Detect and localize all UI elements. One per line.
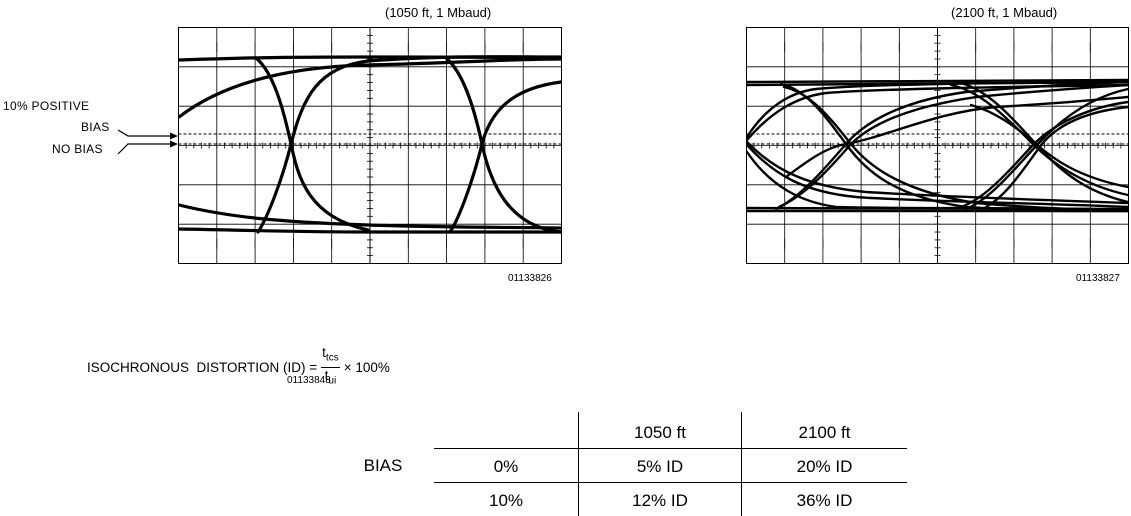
table-divider-1 bbox=[578, 412, 579, 516]
positive-bias-label-line2: BIAS bbox=[81, 120, 110, 134]
trace-rise-2 bbox=[448, 80, 562, 234]
scope-left-traces bbox=[178, 55, 562, 234]
formula-lhs: ISOCHRONOUS DISTORTION (ID) = bbox=[87, 359, 318, 375]
scope-right-traces bbox=[746, 78, 1129, 213]
cell-0-2100: 20% ID bbox=[796, 457, 853, 476]
scope-right-eye-diagram bbox=[746, 27, 1129, 264]
table-header-rule bbox=[434, 448, 907, 449]
cell-0-1050: 5% ID bbox=[636, 457, 684, 476]
trace-decay-2 bbox=[178, 203, 562, 230]
scope-right-figure-id: 01133827 bbox=[1076, 273, 1120, 284]
formula-rhs: × 100% bbox=[343, 359, 390, 375]
bias-arrows bbox=[117, 129, 178, 155]
col-header-1050: 1050 ft bbox=[634, 423, 686, 442]
no-bias-arrow-icon bbox=[117, 143, 176, 155]
formula-fraction: ttcs tui bbox=[321, 346, 340, 388]
row-group-bias-label: BIAS bbox=[363, 456, 403, 475]
formula-numerator: ttcs bbox=[321, 346, 340, 368]
positive-bias-label-line1: 10% POSITIVE bbox=[3, 99, 90, 113]
cell-1-1050: 12% ID bbox=[632, 491, 688, 510]
scope-left-title: (1050 ft, 1 Mbaud) bbox=[385, 5, 492, 20]
row-bias-0: 0% bbox=[493, 457, 519, 476]
cell-1-2100: 36% ID bbox=[796, 491, 853, 510]
formula-figure-id: 01133848 bbox=[287, 375, 331, 386]
scope-left-eye-diagram bbox=[178, 27, 562, 264]
trace-decay-1 bbox=[178, 57, 562, 119]
trace-bottom-rail bbox=[178, 227, 562, 234]
scope-right-title: (2100 ft, 1 Mbaud) bbox=[951, 5, 1058, 20]
positive-bias-arrow-icon bbox=[117, 129, 176, 137]
col-header-2100: 2100 ft bbox=[798, 423, 851, 442]
isochronous-distortion-formula: ISOCHRONOUS DISTORTION (ID) = ttcs tui ×… bbox=[87, 346, 390, 388]
formula-denominator: tui bbox=[324, 367, 337, 387]
no-bias-label: NO BIAS bbox=[52, 142, 103, 156]
table-divider-2 bbox=[741, 412, 742, 516]
scope-left-figure-id: 01133826 bbox=[508, 273, 552, 284]
row-bias-10: 10% bbox=[488, 491, 524, 510]
table-row-rule bbox=[434, 482, 907, 483]
trace-rise-1 bbox=[256, 55, 562, 234]
